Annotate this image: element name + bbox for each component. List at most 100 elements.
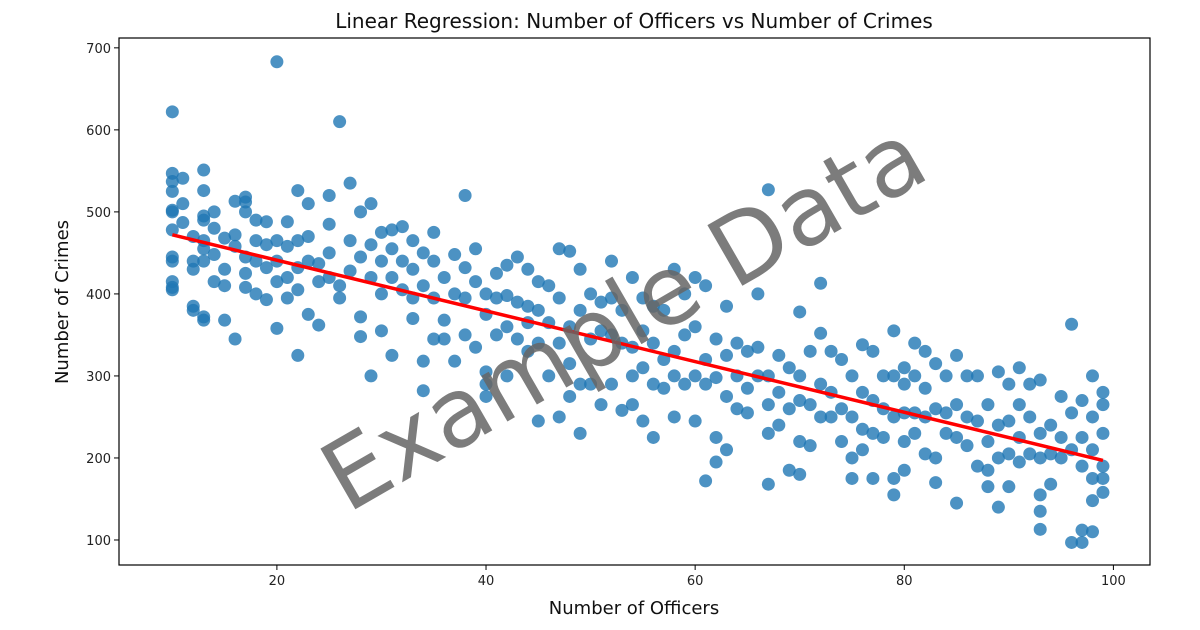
data-point: [1085, 443, 1099, 457]
data-point: [207, 248, 221, 262]
data-point: [165, 254, 179, 268]
data-point: [218, 231, 232, 245]
data-point: [385, 348, 399, 362]
data-point: [1096, 459, 1110, 473]
data-point: [772, 348, 786, 362]
data-point: [876, 369, 890, 383]
data-point: [604, 254, 618, 268]
data-point: [197, 163, 211, 177]
data-point: [772, 385, 786, 399]
data-point: [458, 328, 472, 342]
data-point: [291, 348, 305, 362]
data-point: [333, 291, 347, 305]
data-point: [625, 398, 639, 412]
data-point: [406, 234, 420, 248]
data-point: [950, 398, 964, 412]
data-point: [678, 328, 692, 342]
data-point: [636, 361, 650, 375]
data-point: [625, 369, 639, 383]
data-point: [259, 215, 273, 229]
data-point: [416, 246, 430, 260]
data-point: [165, 175, 179, 189]
data-point: [929, 357, 943, 371]
data-point: [855, 338, 869, 352]
data-point: [301, 197, 315, 211]
data-point: [521, 262, 535, 276]
data-point: [604, 291, 618, 305]
data-point: [531, 275, 545, 289]
data-point: [510, 332, 524, 346]
data-point: [720, 389, 734, 403]
data-point: [270, 321, 284, 335]
data-point: [688, 271, 702, 285]
data-point: [280, 215, 294, 229]
data-point: [970, 459, 984, 473]
data-point: [291, 234, 305, 248]
data-point: [824, 344, 838, 358]
data-point: [772, 418, 786, 432]
data-point: [416, 279, 430, 293]
data-point: [573, 426, 587, 440]
y-tick-label: 700: [86, 42, 111, 57]
data-point: [1002, 414, 1016, 428]
data-point: [416, 354, 430, 368]
data-point: [636, 291, 650, 305]
data-point: [500, 258, 514, 272]
data-point: [950, 496, 964, 510]
data-point: [876, 430, 890, 444]
data-point: [552, 336, 566, 350]
data-point: [469, 275, 483, 289]
data-point: [479, 377, 493, 391]
data-point: [239, 280, 253, 294]
data-point: [354, 330, 368, 344]
data-point: [500, 369, 514, 383]
data-point: [479, 365, 493, 379]
data-point: [740, 344, 754, 358]
data-point: [1075, 523, 1089, 537]
data-point: [458, 291, 472, 305]
data-point: [270, 234, 284, 248]
data-point: [845, 369, 859, 383]
data-point: [761, 398, 775, 412]
data-point: [427, 225, 441, 239]
data-point: [552, 291, 566, 305]
data-point: [667, 369, 681, 383]
data-point: [918, 447, 932, 461]
data-point: [1075, 535, 1089, 549]
data-point: [406, 262, 420, 276]
data-point: [1075, 459, 1089, 473]
data-point: [814, 276, 828, 290]
data-point: [688, 369, 702, 383]
data-point: [197, 242, 211, 256]
data-point: [228, 194, 242, 208]
data-point: [176, 216, 190, 230]
data-point: [646, 430, 660, 444]
data-point: [531, 336, 545, 350]
data-point: [448, 248, 462, 262]
data-point: [1044, 477, 1058, 491]
data-point: [333, 115, 347, 129]
data-point: [458, 261, 472, 275]
data-point: [1044, 418, 1058, 432]
data-point: [259, 293, 273, 307]
data-point: [427, 254, 441, 268]
data-point: [709, 332, 723, 346]
data-point: [709, 371, 723, 385]
data-point: [416, 384, 430, 398]
data-point: [542, 279, 556, 293]
data-point: [678, 377, 692, 391]
data-point: [1085, 525, 1099, 539]
data-point: [1054, 430, 1068, 444]
data-point: [814, 377, 828, 391]
data-point: [970, 414, 984, 428]
data-point: [249, 213, 263, 227]
data-point: [845, 471, 859, 485]
data-point: [385, 223, 399, 237]
data-point: [354, 310, 368, 324]
data-point: [197, 213, 211, 227]
data-point: [1096, 471, 1110, 485]
data-point: [782, 463, 796, 477]
data-point: [1033, 504, 1047, 518]
data-point: [228, 228, 242, 242]
